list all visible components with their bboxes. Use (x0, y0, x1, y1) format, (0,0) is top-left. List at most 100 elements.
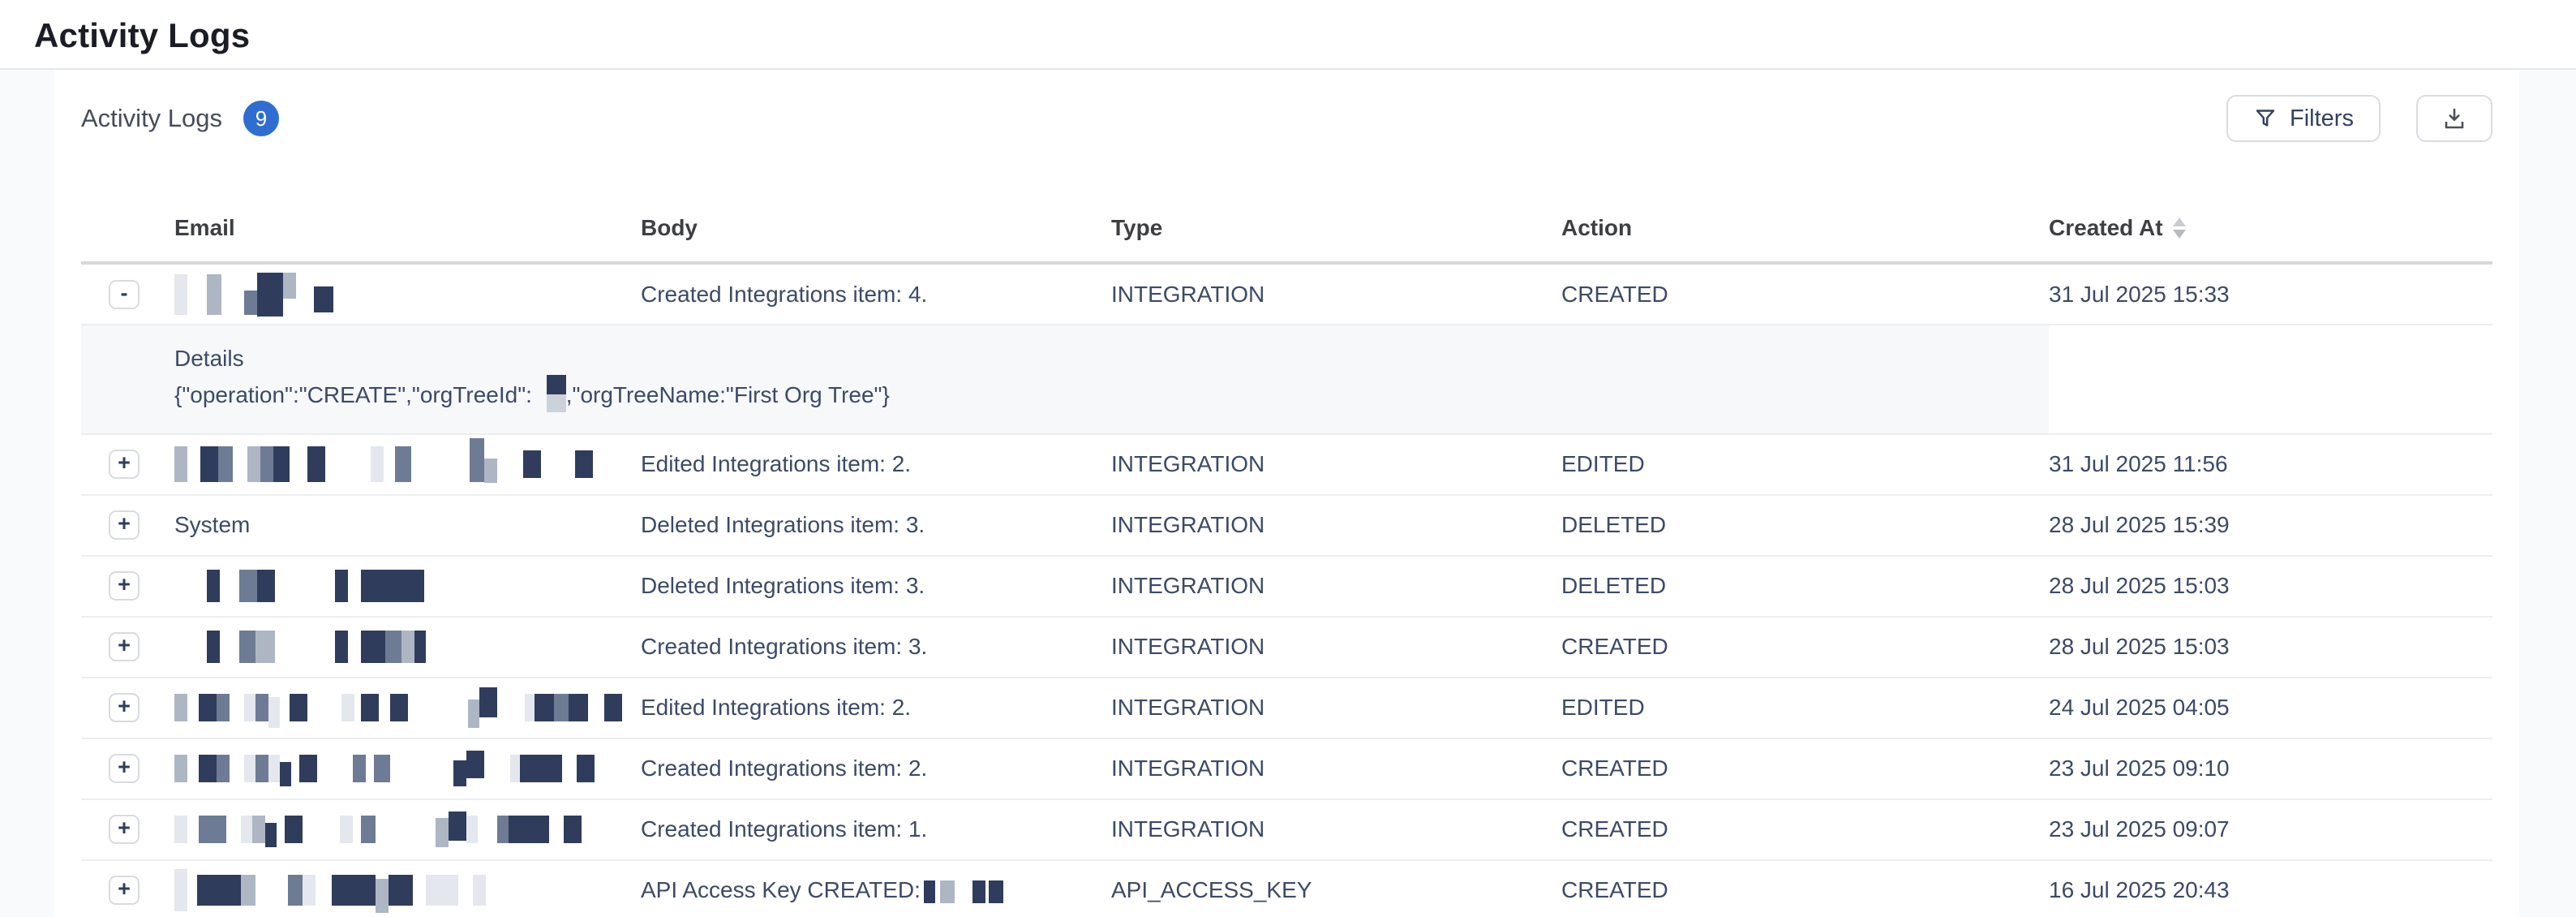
action-cell: DELETED (1561, 512, 1667, 538)
action-cell: DELETED (1561, 573, 1667, 599)
expand-cell: + (81, 815, 174, 845)
type-cell: INTEGRATION (1111, 512, 1265, 538)
redacted-email (174, 631, 426, 664)
table-row: + Edited Integrations item: 2. INTEGRATI… (81, 678, 2492, 739)
table-row: + Created Integrations item: 1. INTEGRAT… (81, 800, 2492, 861)
body-cell: Deleted Integrations item: 3. (641, 573, 1111, 599)
redacted-email (174, 438, 593, 484)
details-label: Details (174, 346, 244, 371)
table-body: - Created Integrations item: 4. INTEGRAT… (81, 265, 2492, 917)
type-cell: INTEGRATION (1111, 634, 1265, 660)
action-cell: CREATED (1561, 756, 1668, 781)
header-email: Email (174, 215, 235, 240)
type-cell: INTEGRATION (1111, 281, 1265, 307)
expand-toggle-button[interactable]: + (109, 632, 140, 662)
header-created-at-label: Created At (2049, 215, 2163, 240)
type-cell: INTEGRATION (1111, 451, 1265, 477)
email-cell (174, 751, 641, 787)
table-header-row: Email Body Type Action Created At (81, 195, 2492, 265)
filters-button[interactable]: Filters (2226, 95, 2381, 142)
count-badge: 9 (243, 101, 280, 136)
expand-toggle-button[interactable]: + (109, 876, 140, 906)
expand-toggle-button[interactable]: + (109, 510, 140, 540)
header-type: Type (1111, 215, 1163, 240)
email-cell: System (174, 512, 641, 538)
body-cell: Created Integrations item: 2. (641, 756, 1111, 781)
body-text: API Access Key CREATED: (641, 877, 921, 903)
details-row: Details {"operation":"CREATE","orgTreeId… (81, 325, 2492, 435)
expand-toggle-button[interactable]: + (109, 450, 140, 480)
type-cell: INTEGRATION (1111, 756, 1265, 781)
details-json: {"operation":"CREATE","orgTreeId": ,"org… (174, 374, 2049, 415)
activity-logs-panel: Activity Logs 9 Filters (54, 70, 2519, 917)
body-text: Edited Integrations item: 2. (641, 451, 912, 477)
panel-heading: Activity Logs (81, 104, 223, 132)
redacted-body-fragment (921, 877, 1003, 903)
expand-cell: + (81, 632, 174, 662)
expand-cell: - (81, 279, 174, 309)
type-cell: INTEGRATION (1111, 573, 1265, 599)
email-cell (174, 631, 641, 664)
panel-header: Activity Logs 9 Filters (81, 93, 2492, 144)
table-row: + Deleted Integrations item: 3. INTEGRAT… (81, 557, 2492, 618)
body-text: Created Integrations item: 3. (641, 634, 928, 660)
expand-cell: + (81, 876, 174, 906)
redacted-email (174, 687, 622, 729)
table-row: + API Access Key CREATED: API_ACCESS_KEY… (81, 861, 2492, 917)
download-icon (2441, 105, 2468, 132)
email-cell (174, 438, 641, 490)
action-cell: EDITED (1561, 451, 1645, 477)
details-json-text: ,"orgTreeName:"First Org Tree"} (565, 382, 890, 407)
table-row: + Edited Integrations item: 2. INTEGRATI… (81, 435, 2492, 496)
table-row: - Created Integrations item: 4. INTEGRAT… (81, 265, 2492, 325)
email-text: System (174, 512, 251, 538)
created-at-cell: 31 Jul 2025 11:56 (2049, 451, 2228, 477)
created-at-cell: 28 Jul 2025 15:39 (2049, 512, 2230, 538)
email-cell (174, 687, 641, 729)
created-at-cell: 28 Jul 2025 15:03 (2049, 634, 2230, 660)
email-cell (174, 812, 641, 848)
created-at-cell: 23 Jul 2025 09:10 (2049, 756, 2230, 781)
filter-funnel-icon (2253, 106, 2278, 131)
table-row: + Created Integrations item: 2. INTEGRAT… (81, 739, 2492, 800)
table-row: + System Deleted Integrations item: 3. I… (81, 496, 2492, 557)
expand-cell: + (81, 450, 174, 480)
main-area: Activity Logs 9 Filters (0, 70, 2576, 917)
filters-button-label: Filters (2290, 105, 2354, 131)
created-at-cell: 23 Jul 2025 09:07 (2049, 816, 2230, 842)
sort-icon[interactable] (2172, 217, 2186, 239)
body-text: Created Integrations item: 2. (641, 756, 928, 781)
table-row: + Created Integrations item: 3. INTEGRAT… (81, 618, 2492, 678)
download-button[interactable] (2416, 95, 2492, 142)
email-cell (174, 570, 641, 603)
activity-logs-table: Email Body Type Action Created At - Crea… (81, 195, 2492, 917)
body-cell: Created Integrations item: 3. (641, 634, 1111, 660)
expand-cell: + (81, 510, 174, 540)
created-at-cell: 28 Jul 2025 15:03 (2049, 573, 2230, 599)
expand-toggle-button[interactable]: + (109, 754, 140, 784)
top-bar: Activity Logs (0, 0, 2576, 70)
action-cell: CREATED (1561, 634, 1668, 660)
body-text: Deleted Integrations item: 3. (641, 512, 925, 538)
created-at-cell: 31 Jul 2025 15:33 (2049, 281, 2230, 307)
body-cell: Deleted Integrations item: 3. (641, 512, 1111, 538)
body-text: Created Integrations item: 1. (641, 816, 928, 842)
details-empty-cell (2049, 325, 2492, 433)
expand-toggle-button[interactable]: + (109, 571, 140, 601)
body-cell: Created Integrations item: 4. (641, 282, 1111, 308)
expand-toggle-button[interactable]: + (109, 693, 140, 723)
created-at-cell: 24 Jul 2025 04:05 (2049, 695, 2230, 721)
body-cell: Created Integrations item: 1. (641, 816, 1111, 842)
expand-toggle-button[interactable]: + (109, 815, 140, 845)
expand-toggle-button[interactable]: - (109, 279, 140, 309)
email-cell (174, 867, 641, 914)
header-created-at[interactable]: Created At (2049, 215, 2492, 241)
details-json-text: {"operation":"CREATE","orgTreeId": (174, 382, 539, 407)
body-cell: API Access Key CREATED: (641, 877, 1111, 903)
created-at-cell: 16 Jul 2025 20:43 (2049, 877, 2230, 903)
redacted-email (174, 869, 486, 914)
body-text: Created Integrations item: 4. (641, 281, 928, 307)
expand-cell: + (81, 571, 174, 601)
body-text: Deleted Integrations item: 3. (641, 573, 925, 599)
action-cell: CREATED (1561, 877, 1668, 903)
